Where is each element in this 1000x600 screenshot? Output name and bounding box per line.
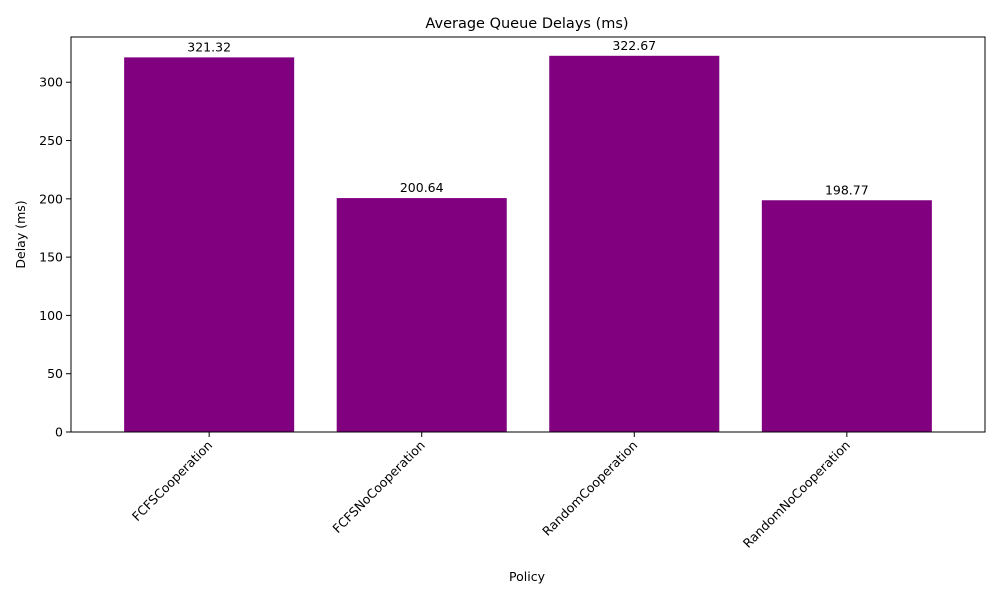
x-axis-label: Policy [509,569,546,584]
bar [336,198,507,432]
y-axis-label: Delay (ms) [13,200,28,268]
y-tick-label: 100 [39,308,63,323]
x-tick-label: FCFSNoCooperation [329,438,427,536]
y-tick-label: 0 [55,425,63,440]
y-tick-label: 50 [47,366,63,381]
bar-value-label: 200.64 [400,180,444,195]
plot-frame [70,36,986,433]
bar [124,57,295,432]
plot-area: 321.32 200.64 322.67 198.77 [124,38,932,433]
x-tick-label: RandomCooperation [539,438,640,539]
y-axis: 0 50 100 150 200 250 300 [39,75,71,440]
bar-value-label: 198.77 [825,182,869,197]
y-tick-label: 300 [39,75,63,90]
bar [549,55,720,433]
y-tick-label: 250 [39,133,63,148]
x-tick-label: FCFSCooperation [129,438,215,524]
x-axis: FCFSCooperation FCFSNoCooperation RandomCo… [129,432,853,551]
bar-value-label: 322.67 [612,38,656,53]
x-tick-label: RandomNoCooperation [740,438,853,551]
chart-title: Average Queue Delays (ms) [425,16,628,32]
bar-value-label: 321.32 [187,39,231,54]
bar [761,200,932,432]
y-tick-label: 200 [39,191,63,206]
y-tick-label: 150 [39,250,63,265]
